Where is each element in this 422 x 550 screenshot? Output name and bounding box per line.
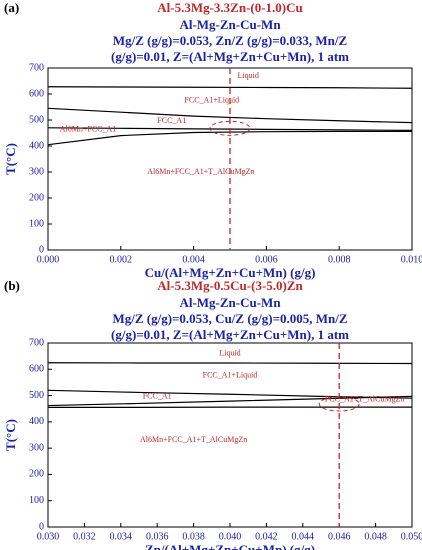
x-tick-label: 0.030 [37, 531, 60, 542]
phase-boundary [47, 362, 413, 365]
y-tick-label: 200 [29, 469, 44, 480]
x-tick-label: 0.010 [401, 254, 422, 265]
y-tick-label: 600 [29, 364, 44, 375]
x-tick-label: 0.042 [255, 531, 278, 542]
y-tick-label: 700 [29, 337, 44, 348]
x-axis-label: Cu/(Al+Mg+Zn+Cu+Mn) (g/g) [145, 265, 316, 280]
x-tick-label: 0.002 [110, 254, 133, 265]
region-label: Al6Mn+FCC_A1 [60, 125, 117, 134]
x-tick-label: 0.040 [219, 531, 242, 542]
region-label: FCC_A1 [157, 116, 186, 125]
chart-subtitle: (g/g)=0.01, Z=(Al+Mg+Zn+Cu+Mn), 1 atm [111, 327, 349, 342]
phase-boundary [47, 107, 413, 124]
phase-boundary [47, 389, 413, 399]
region-label: Liquid [238, 71, 259, 80]
x-tick-label: 0.000 [37, 254, 60, 265]
y-tick-label: 100 [29, 495, 44, 506]
panel-label: (b) [4, 278, 20, 293]
x-tick-label: 0.046 [328, 531, 351, 542]
region-label: FCC_A1 [143, 392, 172, 401]
x-tick-label: 0.008 [328, 254, 351, 265]
y-tick-label: 500 [29, 390, 44, 401]
x-tick-label: 0.034 [110, 531, 133, 542]
y-tick-label: 0 [39, 244, 44, 255]
y-tick-label: 300 [29, 166, 44, 177]
chart-subtitle: Al-Mg-Zn-Cu-Mn [179, 295, 281, 310]
chart-subtitle: Al-Mg-Zn-Cu-Mn [179, 17, 281, 32]
region-label: FCC_A1+T_AlCuMgZn [325, 394, 405, 403]
chart-subtitle: Mg/Z (g/g)=0.053, Zn/Z (g/g)=0.033, Mn/Z [113, 33, 348, 48]
panel-label: (a) [4, 0, 19, 15]
chart-title: Al-5.3Mg-0.5Cu-(3-5.0)Zn [157, 278, 303, 293]
x-tick-label: 0.036 [146, 531, 169, 542]
y-tick-label: 100 [29, 218, 44, 229]
chart-subtitle: (g/g)=0.01, Z=(Al+Mg+Zn+Cu+Mn), 1 atm [111, 49, 349, 64]
y-tick-label: 300 [29, 442, 44, 453]
y-tick-label: 500 [29, 114, 44, 125]
x-tick-label: 0.050 [401, 531, 422, 542]
phase-boundary [47, 86, 413, 89]
highlight [318, 396, 360, 412]
x-tick-label: 0.044 [292, 531, 315, 542]
region-label: Al6Mn+FCC_A1+T_AlCuMgZn [147, 167, 254, 176]
y-tick-label: 400 [29, 416, 44, 427]
region-label: Al6Mn+FCC_A1+T_AlCuMgZn [140, 435, 247, 444]
region-label: FCC_A1+Liquid [184, 95, 239, 104]
y-tick-label: 200 [29, 192, 44, 203]
x-tick-label: 0.048 [364, 531, 387, 542]
y-axis-label: T(°C) [3, 143, 18, 175]
x-tick-label: 0.038 [182, 531, 205, 542]
y-tick-label: 0 [39, 521, 44, 532]
region-label: FCC_A1+Liquid [203, 371, 258, 380]
y-axis-label: T(°C) [3, 419, 18, 451]
x-tick-label: 0.006 [255, 254, 278, 265]
x-tick-label: 0.032 [73, 531, 96, 542]
x-axis-label: Zn/(Al+Mg+Zn+Cu+Mn) (g/g) [145, 542, 315, 550]
chart-title: Al-5.3Mg-3.3Zn-(0-1.0)Cu [157, 0, 303, 15]
highlight [209, 120, 251, 136]
y-tick-label: 600 [29, 88, 44, 99]
y-tick-label: 700 [29, 62, 44, 73]
chart-subtitle: Mg/Z (g/g)=0.053, Cu/Z (g/g)=0.005, Mn/Z [112, 311, 347, 326]
region-label: Liquid [219, 348, 240, 357]
y-tick-label: 400 [29, 140, 44, 151]
x-tick-label: 0.004 [182, 254, 205, 265]
